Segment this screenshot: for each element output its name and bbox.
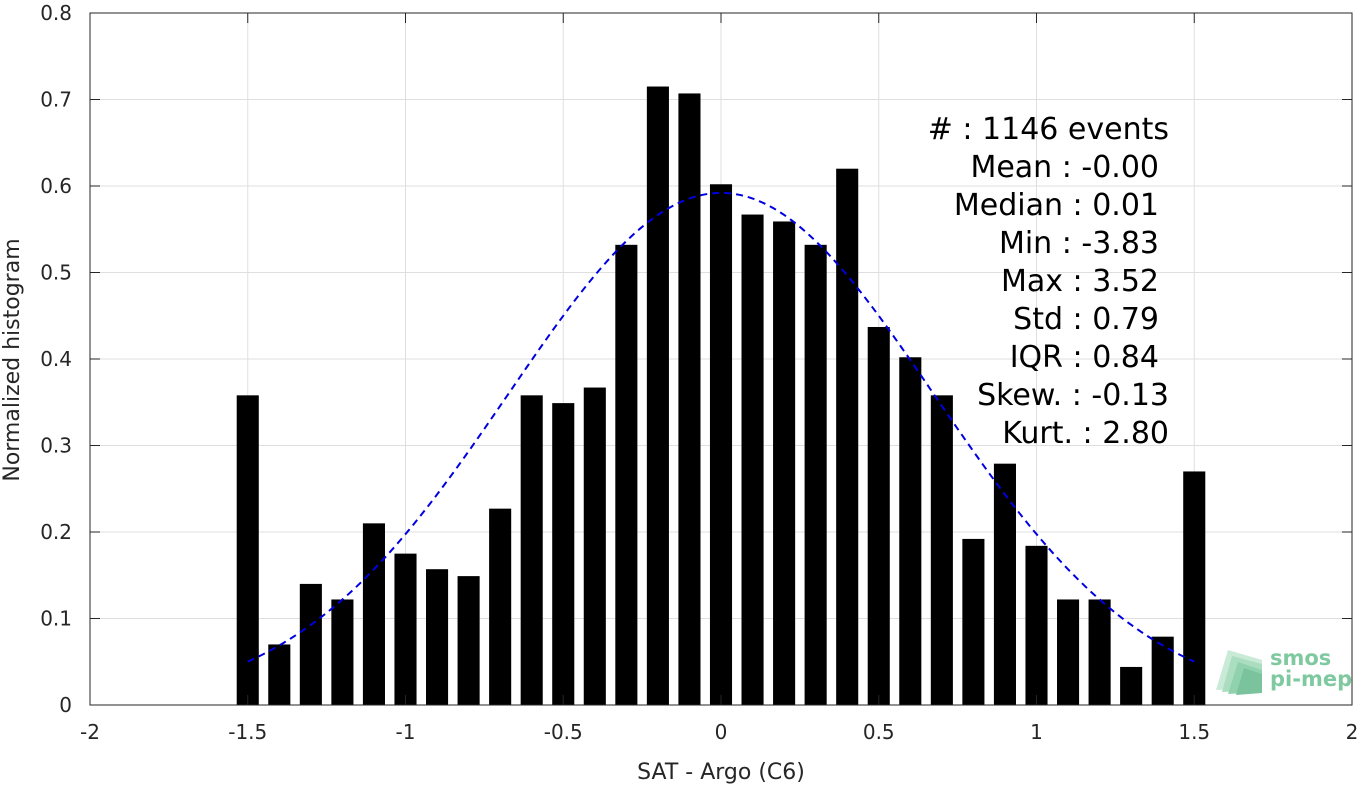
histogram-bar: [930, 395, 953, 705]
histogram-bar: [583, 387, 606, 705]
y-tick-label: 0.6: [40, 174, 72, 198]
histogram-bar: [362, 523, 385, 705]
y-tick-labels: 0 0.1 0.2 0.3 0.4 0.5 0.6 0.7 0.8: [40, 1, 72, 717]
y-axis-label: Normalized histogram: [0, 238, 25, 481]
histogram-bar: [993, 463, 1016, 705]
y-tick-label: 0.3: [40, 434, 72, 458]
x-tick-label: -1.5: [228, 720, 267, 744]
histogram-bar: [836, 168, 859, 705]
stat-events: # : 1146 events: [928, 112, 1169, 147]
x-axis-label: SAT - Argo (C6): [637, 760, 805, 785]
axis-ticks: [89, 12, 1353, 706]
stat-median: Median : 0.01: [954, 188, 1159, 223]
stat-skew: Skew. : -0.13: [977, 378, 1169, 413]
gaussian-fit-curve: [247, 191, 1195, 663]
histogram-bar: [331, 599, 354, 705]
x-tick-label: 0.5: [863, 720, 895, 744]
stat-iqr: IQR : 0.84: [1010, 340, 1159, 375]
histogram-bar: [1025, 545, 1048, 705]
x-tick-label: -0.5: [544, 720, 583, 744]
stats-box: # : 1146 events Mean : -0.00 Median : 0.…: [928, 112, 1169, 451]
logo-text-smos: smos: [1270, 646, 1331, 670]
histogram-bar: [1057, 599, 1080, 705]
histogram-bar: [426, 569, 449, 705]
histogram-bar: [457, 576, 480, 705]
histogram-bar: [1088, 599, 1111, 705]
histogram-bar: [709, 184, 733, 705]
x-tick-label: 2: [1346, 720, 1359, 744]
histogram-bar: [1151, 636, 1174, 705]
y-tick-label: 0: [59, 693, 72, 717]
histogram-bar: [615, 244, 638, 705]
y-tick-label: 0.2: [40, 520, 72, 544]
y-tick-label: 0.4: [40, 347, 72, 371]
histogram-bar: [962, 538, 985, 705]
histogram-bar: [678, 93, 701, 705]
x-tick-labels: -2 -1.5 -1 -0.5 0 0.5 1 1.5 2: [80, 720, 1358, 744]
stat-max: Max : 3.52: [1001, 264, 1159, 299]
histogram-bar: [520, 395, 543, 705]
y-tick-label: 0.5: [40, 261, 72, 285]
histogram-bar: [773, 221, 796, 705]
y-tick-label: 0.8: [40, 1, 72, 25]
x-tick-label: 1.5: [1178, 720, 1210, 744]
stat-kurt: Kurt. : 2.80: [1002, 416, 1169, 451]
x-tick-label: -1: [396, 720, 416, 744]
stat-min: Min : -3.83: [999, 226, 1159, 261]
histogram-bar: [867, 326, 890, 705]
stat-std: Std : 0.79: [1013, 302, 1159, 337]
histogram-bar: [394, 553, 417, 705]
histogram-bars: [236, 86, 1206, 706]
histogram-bar: [552, 403, 575, 705]
histogram-bar: [646, 86, 669, 705]
x-tick-label: -2: [80, 720, 100, 744]
x-tick-label: 1: [1030, 720, 1043, 744]
y-tick-label: 0.1: [40, 607, 72, 631]
logo-waves-icon: [1216, 650, 1262, 695]
histogram-bar: [1120, 666, 1143, 705]
histogram-bar: [268, 644, 291, 705]
smos-pi-mep-logo: smos pi-mep: [1216, 646, 1352, 695]
y-tick-label: 0.7: [40, 88, 72, 112]
x-tick-label: 0: [715, 720, 728, 744]
histogram-bar: [804, 244, 827, 705]
histogram-bar: [236, 395, 259, 705]
stat-mean: Mean : -0.00: [970, 150, 1159, 185]
histogram-bar: [489, 508, 512, 705]
histogram-bar: [1183, 471, 1206, 705]
histogram-bar: [299, 583, 322, 705]
logo-text-pi-mep: pi-mep: [1270, 667, 1352, 691]
histogram-bar: [899, 357, 922, 705]
histogram-bar: [741, 214, 764, 706]
